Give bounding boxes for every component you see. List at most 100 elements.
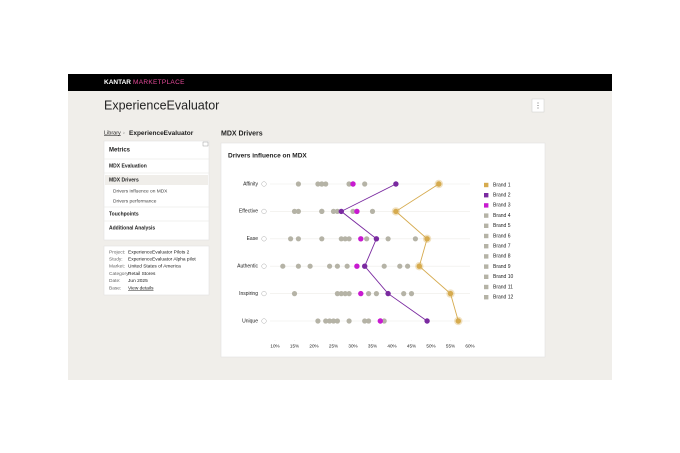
data-dot [338,236,344,242]
data-dot [424,318,430,324]
x-tick-label: 55% [446,344,455,349]
data-dot [385,236,391,242]
info-value: Retail Stores [128,271,156,277]
section-title: MDX Drivers [221,130,263,137]
info-icon[interactable] [261,318,267,324]
data-dot [354,208,360,215]
x-tick-label: 45% [407,344,416,349]
nav-item[interactable]: Touchpoints [109,211,139,217]
legend-swatch[interactable] [484,264,489,269]
data-dot [381,318,387,324]
product-name: MARKETPLACE [133,79,185,86]
info-label: Base: [109,285,121,291]
legend-swatch[interactable] [484,284,489,290]
legend-swatch[interactable] [484,254,489,259]
data-dot [401,291,407,297]
legend-swatch[interactable] [484,274,489,279]
data-dot [323,181,329,187]
menu-dot [537,102,539,104]
sidebar-title: Metrics [109,148,131,154]
x-tick-label: 30% [348,344,357,349]
category-label: Inspiring [239,291,258,297]
nav-item[interactable]: MDX Evaluation [109,163,147,169]
data-dot [338,208,344,215]
data-dot [330,208,337,214]
info-icon[interactable] [261,208,267,214]
legend-swatch[interactable] [484,182,489,188]
plot: Affinity Effective Ease Authentic Inspiring U… [237,179,514,349]
data-dot [295,208,301,214]
data-dot [315,318,321,324]
legend-swatch[interactable] [484,193,489,198]
x-tick-label: 35% [368,344,377,349]
legend-label: Brand 10 [493,274,514,280]
nav-item[interactable]: MDX Drivers [109,177,139,183]
info-icon[interactable] [261,263,267,269]
data-dot [334,263,340,269]
data-dot [369,208,376,214]
info-icon[interactable] [261,181,267,187]
data-dot [319,181,325,187]
data-dot [393,181,399,187]
breadcrumb-separator: › [123,130,125,136]
data-dot [342,236,348,242]
x-tick-label: 50% [426,344,435,349]
data-dot [288,236,294,242]
legend-swatch[interactable] [484,203,489,208]
data-dot [327,318,333,324]
legend-label: Brand 6 [493,233,511,239]
data-dot [373,291,379,297]
info-value[interactable]: View details [128,285,154,291]
legend-swatch[interactable] [484,233,489,239]
legend-swatch[interactable] [484,244,489,249]
data-dot [295,263,301,269]
data-dot [295,236,301,242]
legend-swatch[interactable] [484,223,489,228]
chart-card [220,142,546,358]
info-value: ExperienceEvaluator Pilots 2 [128,249,190,255]
legend-label: Brand 9 [493,264,511,270]
data-dot [307,263,313,269]
legend-label: Brand 1 [493,182,511,188]
info-panel [103,245,210,296]
nav-subitem[interactable]: Drivers performance [113,198,157,204]
series-line [340,183,428,322]
category-label: Affinity [243,181,258,187]
legend-swatch[interactable] [484,295,489,300]
data-dot [424,236,430,242]
data-dot [291,291,298,297]
series-line [395,183,459,322]
page-title: ExperienceEvaluator [104,98,219,112]
data-dot [346,236,352,242]
data-dot [346,291,352,297]
data-dot [358,236,364,242]
menu-dot [537,107,539,109]
info-label: Category: [109,271,130,277]
data-dot [342,291,348,297]
info-value: ExperienceEvaluator Alpha pilot [128,256,196,262]
data-dot [455,318,461,324]
category-label: Ease [247,236,259,242]
data-dot [416,263,422,269]
data-dot [319,236,325,242]
x-tick-label: 40% [387,344,396,349]
data-dot [405,263,411,269]
nav-subitem[interactable]: Drivers influence on MDX [113,188,168,194]
breadcrumb-link[interactable]: Library [104,130,121,136]
info-label: Date: [109,278,120,284]
data-dot [350,208,356,214]
collapse-icon[interactable] [202,141,209,147]
legend-label: Brand 7 [493,244,511,250]
info-icon[interactable] [261,236,267,242]
data-dot [346,318,352,324]
info-label: Project: [109,249,125,255]
data-dot [334,208,340,214]
info-icon[interactable] [261,291,267,297]
legend-swatch[interactable] [484,213,489,218]
legend-label: Brand 5 [493,223,511,229]
data-dot [327,263,333,269]
nav-item[interactable]: Additional Analysis [109,225,155,231]
brand-logo[interactable]: KANTAR [104,79,131,86]
